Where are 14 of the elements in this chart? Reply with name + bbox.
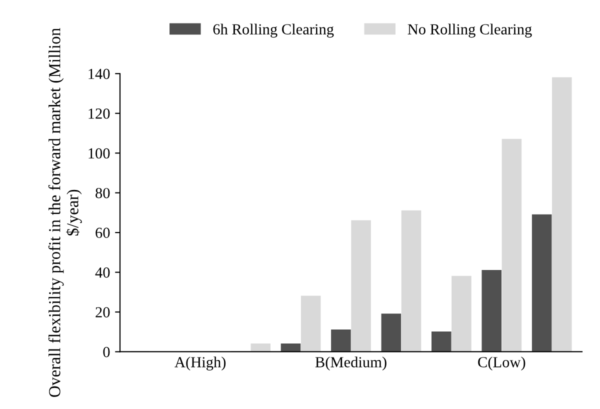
x-tick-label: C(Low) xyxy=(478,356,526,370)
y-tick-label: 120 xyxy=(88,108,110,119)
y-tick-label: 60 xyxy=(96,228,110,238)
y-tick-label: 20 xyxy=(96,307,110,318)
y-tick-label: 0 xyxy=(103,346,110,358)
x-tick-label: A(High) xyxy=(174,356,226,370)
y-tick-label: 100 xyxy=(88,148,110,159)
y-axis-title: Overall flexibility profit in the forward market (Million $/year) xyxy=(48,28,82,397)
y-tick-label: 80 xyxy=(96,188,110,198)
legend-label: No Rolling Clearing xyxy=(408,24,532,38)
x-tick-label: B(Medium) xyxy=(315,356,386,370)
y-tick-label: 40 xyxy=(95,267,110,278)
y-tick-label: 140 xyxy=(88,68,110,80)
legend-label: 6h Rolling Clearing xyxy=(213,24,334,38)
